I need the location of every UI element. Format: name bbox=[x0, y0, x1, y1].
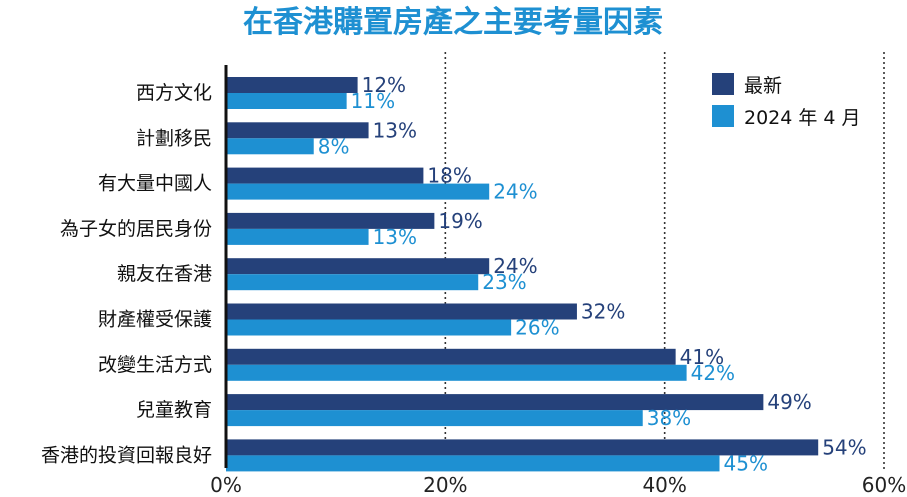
data-label: 26% bbox=[515, 316, 559, 340]
legend-label-latest: 最新 bbox=[744, 75, 782, 97]
legend: 最新 2024 年 4 月 bbox=[712, 73, 861, 129]
data-label: 24% bbox=[493, 180, 537, 204]
x-tick-label: 20% bbox=[423, 473, 467, 497]
data-label: 12% bbox=[362, 73, 406, 97]
category-label: 財產權受保護 bbox=[98, 309, 212, 331]
bar bbox=[226, 122, 369, 139]
category-label: 計劃移民 bbox=[136, 127, 212, 149]
data-label: 38% bbox=[647, 406, 691, 430]
chart-title: 在香港購置房產之主要考量因素 bbox=[243, 5, 663, 40]
data-label: 49% bbox=[767, 390, 811, 414]
category-label: 親友在香港 bbox=[117, 263, 212, 285]
data-label: 24% bbox=[493, 254, 537, 278]
bar bbox=[226, 348, 676, 365]
bar bbox=[226, 183, 490, 200]
bar bbox=[226, 228, 369, 245]
x-tick-label: 0% bbox=[210, 473, 242, 497]
data-label: 32% bbox=[581, 300, 625, 324]
bar bbox=[226, 455, 720, 472]
bar bbox=[226, 394, 764, 411]
data-label: 8% bbox=[318, 134, 350, 158]
data-label: 13% bbox=[373, 118, 417, 142]
category-labels: 西方文化計劃移民有大量中國人為子女的居民身份親友在香港財產權受保護改變生活方式兒… bbox=[41, 82, 212, 466]
bar bbox=[226, 319, 512, 336]
category-label: 西方文化 bbox=[136, 82, 212, 104]
bar bbox=[226, 274, 479, 291]
bars bbox=[226, 77, 819, 472]
bar bbox=[226, 258, 490, 275]
bar bbox=[226, 167, 424, 184]
data-label: 18% bbox=[427, 164, 471, 188]
bar bbox=[226, 77, 358, 93]
bar bbox=[226, 93, 347, 109]
x-axis-ticks: 0% 20% 40% 60% bbox=[210, 473, 906, 497]
bar bbox=[226, 410, 643, 427]
bar bbox=[226, 212, 435, 229]
category-label: 改變生活方式 bbox=[98, 354, 212, 376]
data-label: 13% bbox=[373, 225, 417, 249]
legend-swatch-latest bbox=[712, 73, 734, 95]
bar bbox=[226, 303, 577, 320]
legend-label-2024-april: 2024 年 4 月 bbox=[744, 107, 861, 129]
data-label: 45% bbox=[724, 451, 768, 475]
value-labels: 12%11%13%8%18%24%19%13%24%23%32%26%41%42… bbox=[318, 73, 867, 475]
data-label: 42% bbox=[691, 361, 735, 385]
data-label: 41% bbox=[680, 345, 724, 369]
legend-swatch-2024-april bbox=[712, 105, 734, 127]
data-label: 11% bbox=[351, 89, 395, 113]
category-label: 為子女的居民身份 bbox=[60, 218, 212, 240]
category-label: 香港的投資回報良好 bbox=[41, 444, 212, 466]
category-label: 兒童教育 bbox=[136, 399, 212, 421]
bar bbox=[226, 439, 819, 456]
data-label: 23% bbox=[482, 270, 526, 294]
data-label: 19% bbox=[438, 209, 482, 233]
x-tick-label: 40% bbox=[642, 473, 686, 497]
x-tick-label: 60% bbox=[862, 473, 906, 497]
category-label: 有大量中國人 bbox=[98, 173, 212, 195]
data-label: 54% bbox=[822, 435, 866, 459]
bar bbox=[226, 138, 314, 155]
bar bbox=[226, 364, 687, 381]
